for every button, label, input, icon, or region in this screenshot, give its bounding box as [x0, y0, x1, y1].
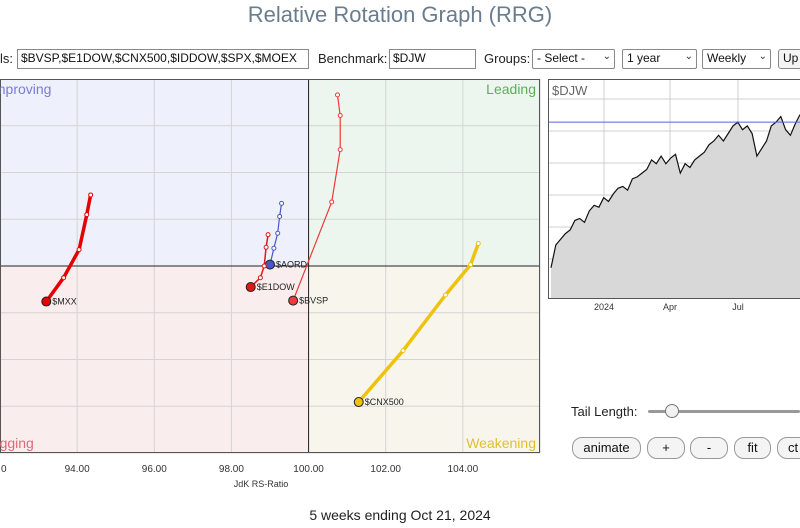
price-x-tick-label: 2024 — [594, 302, 614, 312]
x-tick-label: 96.00 — [142, 464, 167, 475]
price-x-tick-label: Apr — [663, 302, 677, 312]
tail-length-track[interactable] — [648, 410, 800, 413]
series-tail-point — [337, 112, 343, 118]
benchmark-input[interactable]: $DJW — [389, 49, 476, 69]
series-tail-point — [443, 292, 448, 298]
series-tail-point — [277, 213, 283, 219]
groups-select-value: - Select - — [537, 51, 586, 65]
x-axis-label: JdK RS-Ratio — [234, 479, 289, 489]
series-tail-point — [271, 245, 277, 251]
series-tail-point — [475, 241, 481, 247]
benchmark-price-chart: $DJW 2024 Apr Jul — [548, 79, 800, 312]
series-tail-point — [263, 244, 269, 250]
series-tail-point — [337, 147, 343, 153]
x-tick-label: 102.00 — [370, 464, 401, 475]
series-tail-point — [400, 348, 406, 354]
series-head-point — [41, 296, 52, 307]
rrg-frame — [0, 79, 540, 453]
chevron-down-icon: ⌄ — [684, 51, 693, 62]
benchmark-label: Benchmark: — [318, 51, 388, 66]
series-label: $CNX500 — [365, 397, 404, 407]
series-tail-point — [257, 275, 263, 281]
series-label: $BVSP — [299, 296, 328, 306]
series-tail-point — [329, 199, 335, 205]
series-tail-point — [468, 262, 474, 268]
quadrant-label-improving: Improving — [0, 81, 51, 97]
series-tail-point — [279, 200, 285, 206]
quadrant-label-lagging: Lagging — [0, 435, 34, 451]
period-select[interactable]: 1 year ⌄ — [622, 49, 697, 69]
zoom-out-button[interactable]: - — [690, 437, 728, 459]
x-tick-label: 0 — [1, 464, 7, 475]
series-tail-point — [261, 263, 267, 269]
fit-button[interactable]: fit — [734, 437, 771, 459]
groups-label: Groups: — [484, 51, 531, 66]
series-tail-point — [76, 247, 82, 253]
series-tail-point — [61, 275, 67, 281]
symbols-label: ls: — [0, 51, 13, 66]
price-area — [551, 114, 800, 298]
ctrl-button[interactable]: ct — [777, 437, 800, 459]
price-symbol-label: $DJW — [552, 83, 588, 98]
page-title: Relative Rotation Graph (RRG) — [247, 2, 553, 27]
update-button[interactable]: Up — [778, 49, 800, 69]
series-tail-point — [335, 92, 340, 98]
series-label: $E1DOW — [257, 282, 296, 292]
tail-length-label: Tail Length: — [571, 404, 638, 419]
tail-length-slider-handle[interactable] — [665, 404, 679, 418]
x-tick-label: 100.00 — [293, 464, 324, 475]
quadrant-label-leading: Leading — [486, 81, 536, 97]
series-head-point — [288, 295, 299, 306]
price-x-tick-label: Jul — [732, 302, 744, 312]
series-tail-point — [275, 230, 281, 236]
series-tail-point — [88, 192, 94, 198]
series-label: $AORD — [276, 260, 308, 270]
frequency-select[interactable]: Weekly ⌄ — [702, 49, 771, 69]
series-head-point — [245, 282, 256, 293]
x-tick-label: 98.00 — [219, 464, 244, 475]
groups-select[interactable]: - Select - ⌄ — [532, 49, 615, 69]
period-select-value: 1 year — [627, 51, 661, 65]
rrg-chart[interactable]: 94.00 96.00 98.00 100.00 102.00 104.00 0 JdK RS… — [0, 79, 541, 494]
series-head-point — [265, 259, 275, 270]
series-head-point — [353, 397, 364, 408]
chevron-down-icon: ⌄ — [602, 51, 611, 62]
series-tail-point — [84, 212, 90, 218]
series-label: $MXX — [52, 297, 77, 307]
x-tick-label: 104.00 — [448, 464, 479, 475]
frequency-select-value: Weekly — [707, 51, 747, 65]
symbols-input[interactable]: $BVSP,$E1DOW,$CNX500,$IDDOW,$SPX,$MOEX — [17, 49, 309, 69]
price-line — [550, 114, 800, 268]
quadrant-label-weakening: Weakening — [466, 435, 536, 451]
x-tick-label: 94.00 — [65, 464, 90, 475]
series-tail-point — [265, 232, 271, 238]
zoom-in-button[interactable]: + — [647, 437, 685, 459]
chevron-down-icon: ⌄ — [758, 51, 767, 62]
animate-button[interactable]: animate — [572, 437, 641, 459]
date-range-caption: 5 weeks ending Oct 21, 2024 — [309, 507, 491, 523]
